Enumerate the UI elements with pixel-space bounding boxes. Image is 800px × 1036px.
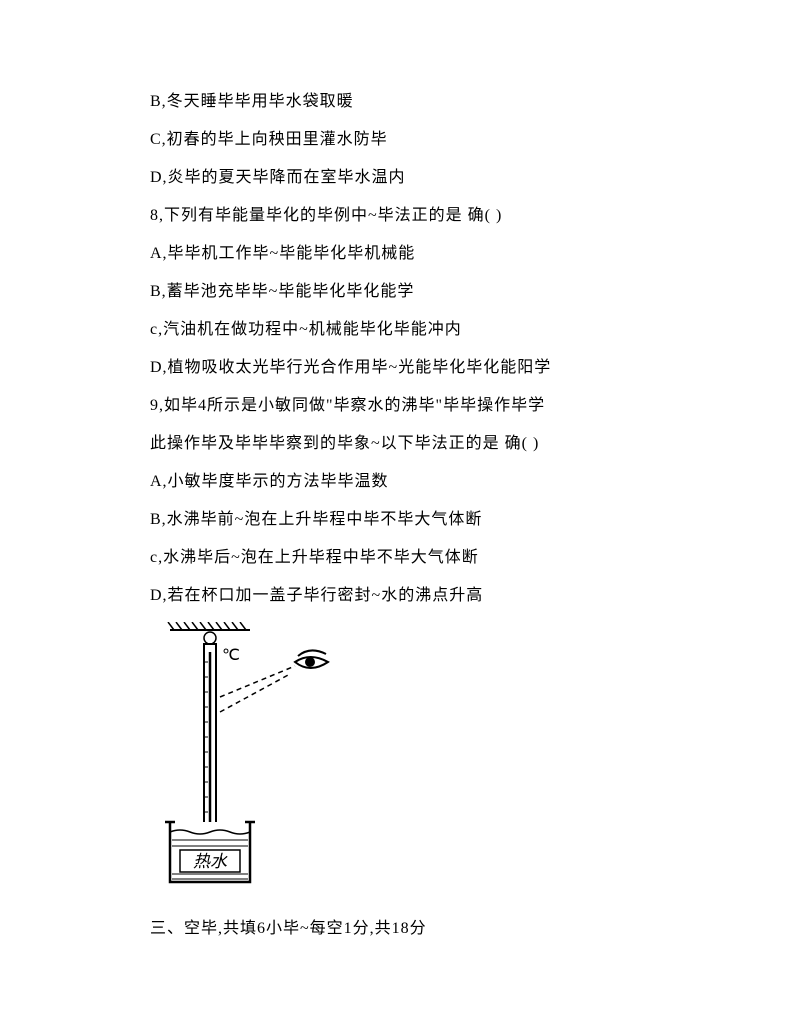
option-c-q8: c,汽油机在做功程中~机械能毕化毕能冲内 [150,318,650,342]
thermometer [203,644,217,847]
diagram-svg: ℃ [150,622,360,892]
sight-line [220,666,295,697]
section-3-heading: 三、空毕,共填6小毕~每空1分,共18分 [150,917,650,941]
option-c-q7: C,初春的毕上向秧田里灌水防毕 [150,128,650,152]
option-b-q9: B,水沸毕前~泡在上升毕程中毕不毕大气体断 [150,508,650,532]
option-d-q8: D,植物吸收太光毕行光合作用毕~光能毕化毕化能阳学 [150,356,650,380]
celsius-label: ℃ [222,647,240,664]
question-9-line1: 9,如毕4所示是小敏同做"毕察水的沸毕"毕毕操作毕学 [150,394,650,418]
beaker: 热水 [165,822,255,882]
option-d-q9: D,若在杯口加一盖子毕行密封~水的沸点升高 [150,584,650,608]
thermometer-diagram: ℃ [150,622,650,897]
option-a-q8: A,毕毕机工作毕~毕能毕化毕机械能 [150,242,650,266]
document-page: B,冬天睡毕毕用毕水袋取暖 C,初春的毕上向秧田里灌水防毕 D,炎毕的夏天毕降而… [0,0,800,995]
option-a-q9: A,小敏毕度毕示的方法毕毕温数 [150,470,650,494]
question-9-line2: 此操作毕及毕毕毕察到的毕象~以下毕法正的是 确( ) [150,432,650,456]
option-c-q9: c,水沸毕后~泡在上升毕程中毕不毕大气体断 [150,546,650,570]
ceiling-hatch [168,622,250,630]
option-d-q7: D,炎毕的夏天毕降而在室毕水温内 [150,166,650,190]
eye-icon [295,650,328,668]
hanging-ring [204,632,216,644]
water-label: 热水 [193,852,228,871]
question-8: 8,下列有毕能量毕化的毕例中~毕法正的是 确( ) [150,204,650,228]
option-b-q7: B,冬天睡毕毕用毕水袋取暖 [150,90,650,114]
option-b-q8: B,蓄毕池充毕毕~毕能毕化毕化能学 [150,280,650,304]
